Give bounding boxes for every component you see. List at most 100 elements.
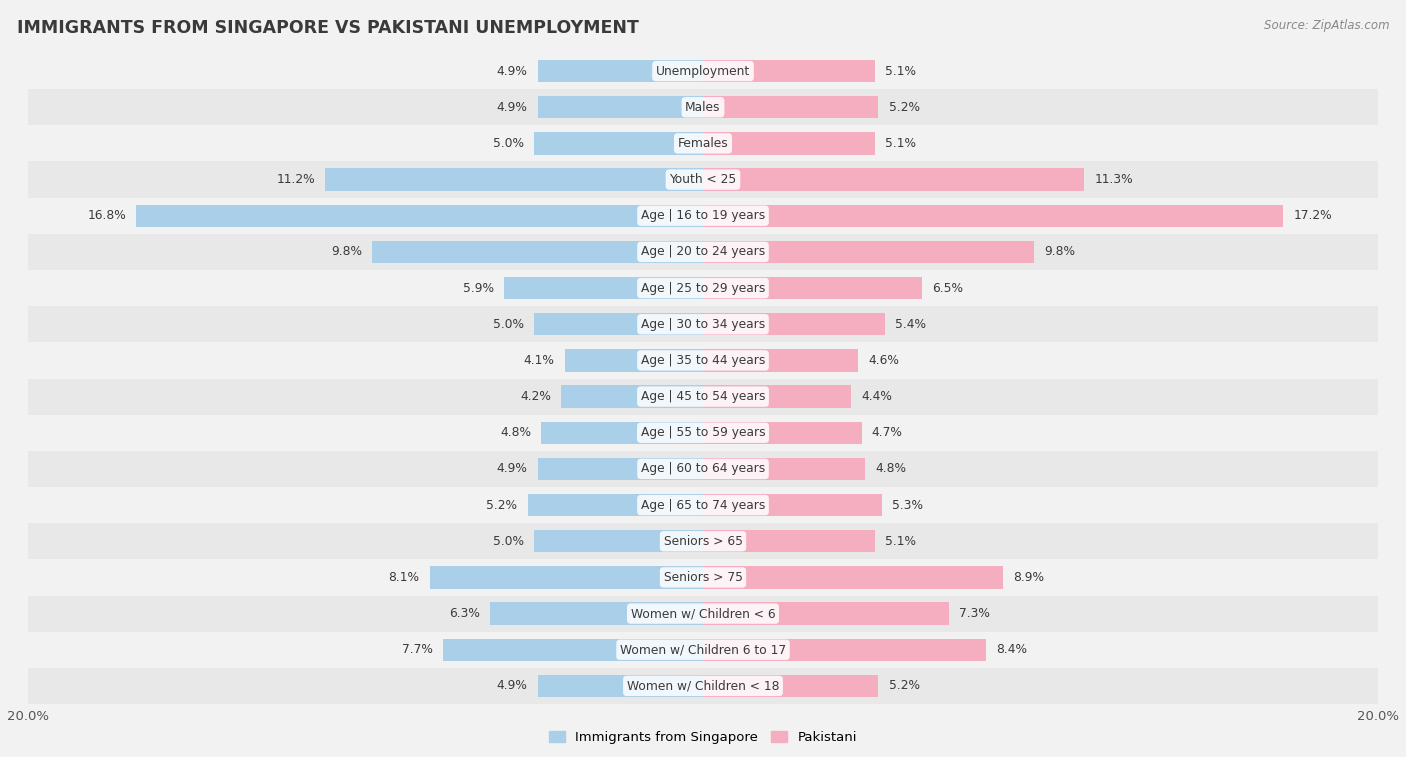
Text: 7.3%: 7.3% bbox=[959, 607, 990, 620]
Bar bbox=[703, 639, 987, 661]
Text: 4.6%: 4.6% bbox=[869, 354, 900, 367]
Bar bbox=[703, 603, 949, 625]
Text: Age | 65 to 74 years: Age | 65 to 74 years bbox=[641, 499, 765, 512]
Bar bbox=[537, 458, 703, 480]
Text: 9.8%: 9.8% bbox=[1043, 245, 1074, 258]
Bar bbox=[430, 566, 703, 589]
Text: 4.1%: 4.1% bbox=[523, 354, 554, 367]
Bar bbox=[561, 385, 703, 408]
Text: 5.3%: 5.3% bbox=[891, 499, 922, 512]
Text: Age | 55 to 59 years: Age | 55 to 59 years bbox=[641, 426, 765, 439]
Bar bbox=[503, 277, 703, 299]
Bar bbox=[703, 132, 875, 154]
Bar bbox=[537, 96, 703, 118]
Bar bbox=[325, 168, 703, 191]
Text: 4.8%: 4.8% bbox=[501, 426, 531, 439]
Text: Seniors > 65: Seniors > 65 bbox=[664, 534, 742, 548]
Text: Age | 20 to 24 years: Age | 20 to 24 years bbox=[641, 245, 765, 258]
Text: 11.3%: 11.3% bbox=[1094, 173, 1133, 186]
Bar bbox=[534, 313, 703, 335]
Text: Women w/ Children < 18: Women w/ Children < 18 bbox=[627, 680, 779, 693]
Text: Source: ZipAtlas.com: Source: ZipAtlas.com bbox=[1264, 19, 1389, 32]
Bar bbox=[28, 668, 1378, 704]
Bar bbox=[534, 132, 703, 154]
Text: Women w/ Children 6 to 17: Women w/ Children 6 to 17 bbox=[620, 643, 786, 656]
Bar bbox=[28, 89, 1378, 126]
Bar bbox=[703, 204, 1284, 227]
Text: Males: Males bbox=[685, 101, 721, 114]
Bar bbox=[703, 674, 879, 697]
Text: 6.3%: 6.3% bbox=[450, 607, 481, 620]
Text: 8.4%: 8.4% bbox=[997, 643, 1028, 656]
Text: 4.7%: 4.7% bbox=[872, 426, 903, 439]
Text: Age | 45 to 54 years: Age | 45 to 54 years bbox=[641, 390, 765, 403]
Legend: Immigrants from Singapore, Pakistani: Immigrants from Singapore, Pakistani bbox=[544, 726, 862, 749]
Text: 4.9%: 4.9% bbox=[496, 101, 527, 114]
Text: 5.0%: 5.0% bbox=[494, 137, 524, 150]
Bar bbox=[703, 96, 879, 118]
Bar bbox=[703, 349, 858, 372]
Text: 5.2%: 5.2% bbox=[889, 101, 920, 114]
Text: IMMIGRANTS FROM SINGAPORE VS PAKISTANI UNEMPLOYMENT: IMMIGRANTS FROM SINGAPORE VS PAKISTANI U… bbox=[17, 19, 638, 37]
Bar bbox=[28, 415, 1378, 451]
Bar bbox=[491, 603, 703, 625]
Bar bbox=[703, 385, 852, 408]
Text: 11.2%: 11.2% bbox=[277, 173, 315, 186]
Bar bbox=[28, 342, 1378, 378]
Bar bbox=[28, 161, 1378, 198]
Text: 4.9%: 4.9% bbox=[496, 680, 527, 693]
Text: Age | 60 to 64 years: Age | 60 to 64 years bbox=[641, 463, 765, 475]
Text: 5.4%: 5.4% bbox=[896, 318, 927, 331]
Text: Seniors > 75: Seniors > 75 bbox=[664, 571, 742, 584]
Bar bbox=[28, 126, 1378, 161]
Bar bbox=[703, 422, 862, 444]
Bar bbox=[28, 451, 1378, 487]
Bar bbox=[373, 241, 703, 263]
Text: 7.7%: 7.7% bbox=[402, 643, 433, 656]
Bar bbox=[28, 198, 1378, 234]
Text: 5.1%: 5.1% bbox=[886, 534, 917, 548]
Text: Women w/ Children < 6: Women w/ Children < 6 bbox=[631, 607, 775, 620]
Text: 5.0%: 5.0% bbox=[494, 318, 524, 331]
Bar bbox=[28, 596, 1378, 631]
Bar bbox=[703, 313, 886, 335]
Text: 5.9%: 5.9% bbox=[463, 282, 494, 294]
Text: Age | 30 to 34 years: Age | 30 to 34 years bbox=[641, 318, 765, 331]
Text: Age | 35 to 44 years: Age | 35 to 44 years bbox=[641, 354, 765, 367]
Bar bbox=[443, 639, 703, 661]
Text: 16.8%: 16.8% bbox=[87, 209, 127, 223]
Bar bbox=[28, 306, 1378, 342]
Bar bbox=[703, 277, 922, 299]
Bar bbox=[28, 378, 1378, 415]
Text: 4.2%: 4.2% bbox=[520, 390, 551, 403]
Text: 8.1%: 8.1% bbox=[388, 571, 419, 584]
Bar bbox=[703, 566, 1004, 589]
Bar bbox=[527, 494, 703, 516]
Text: Age | 25 to 29 years: Age | 25 to 29 years bbox=[641, 282, 765, 294]
Text: Females: Females bbox=[678, 137, 728, 150]
Bar bbox=[534, 530, 703, 553]
Text: 9.8%: 9.8% bbox=[332, 245, 363, 258]
Bar bbox=[537, 674, 703, 697]
Text: 17.2%: 17.2% bbox=[1294, 209, 1331, 223]
Bar bbox=[28, 523, 1378, 559]
Text: Age | 16 to 19 years: Age | 16 to 19 years bbox=[641, 209, 765, 223]
Text: 5.1%: 5.1% bbox=[886, 137, 917, 150]
Text: Youth < 25: Youth < 25 bbox=[669, 173, 737, 186]
Bar bbox=[703, 494, 882, 516]
Bar bbox=[703, 458, 865, 480]
Text: 4.8%: 4.8% bbox=[875, 463, 905, 475]
Bar bbox=[537, 60, 703, 83]
Bar bbox=[703, 60, 875, 83]
Bar bbox=[541, 422, 703, 444]
Text: 4.9%: 4.9% bbox=[496, 64, 527, 77]
Text: 4.4%: 4.4% bbox=[862, 390, 893, 403]
Bar bbox=[28, 631, 1378, 668]
Bar bbox=[28, 487, 1378, 523]
Bar bbox=[28, 270, 1378, 306]
Bar bbox=[703, 168, 1084, 191]
Bar bbox=[28, 53, 1378, 89]
Text: Unemployment: Unemployment bbox=[655, 64, 751, 77]
Bar bbox=[28, 559, 1378, 596]
Text: 5.2%: 5.2% bbox=[889, 680, 920, 693]
